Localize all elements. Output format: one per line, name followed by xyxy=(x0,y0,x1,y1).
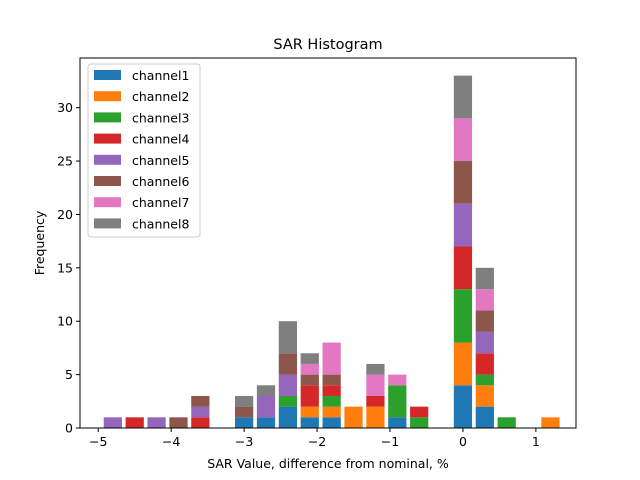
y-tick-label: 30 xyxy=(57,100,73,115)
bar-channel6-3 xyxy=(169,417,188,428)
bar-channel4-1 xyxy=(125,417,144,428)
bar-channel3-16 xyxy=(475,374,494,386)
bar-channel8-15 xyxy=(453,75,473,119)
bar-channel4-15 xyxy=(453,246,473,290)
legend-label-channel7: channel7 xyxy=(132,195,189,210)
bar-channel3-13 xyxy=(410,417,429,428)
legend-swatch-channel5 xyxy=(94,154,121,165)
y-tick-label: 20 xyxy=(57,207,73,222)
y-axis-ticks: 0 5 10 15 20 25 30 xyxy=(57,100,80,436)
bar-channel2-15 xyxy=(453,342,473,386)
bar-channel4-16 xyxy=(475,353,494,375)
legend-label-channel6: channel6 xyxy=(132,174,189,189)
bar-channel6-16 xyxy=(475,310,494,332)
bar-channel5-7 xyxy=(278,374,297,396)
bar-channel1-6 xyxy=(256,417,276,428)
bar-channel6-7 xyxy=(278,353,297,375)
bar-channel1-16 xyxy=(475,406,494,428)
bar-channel8-6 xyxy=(256,385,276,396)
bar-channel3-17 xyxy=(497,417,516,428)
bar-channel3-7 xyxy=(278,395,297,407)
bar-channel5-2 xyxy=(147,417,166,428)
bar-channel2-8 xyxy=(300,406,319,418)
bar-channel7-9 xyxy=(322,342,341,375)
x-axis-label: SAR Value, difference from nominal, % xyxy=(207,456,449,471)
bar-channel4-8 xyxy=(300,385,319,407)
y-tick-label: 15 xyxy=(57,260,73,275)
bar-channel8-5 xyxy=(235,395,254,407)
x-tick-label: −1 xyxy=(381,434,399,449)
x-tick-label: −2 xyxy=(308,434,326,449)
bar-channel7-12 xyxy=(388,374,407,386)
legend-swatch-channel2 xyxy=(94,91,121,102)
bar-channel1-15 xyxy=(453,385,473,428)
legend-swatch-channel3 xyxy=(94,112,121,123)
bar-channel7-8 xyxy=(300,363,319,375)
bar-channel8-7 xyxy=(278,321,297,354)
bar-channel4-13 xyxy=(410,406,429,418)
legend-box xyxy=(87,63,201,238)
bar-channel1-8 xyxy=(300,417,319,428)
bar-channel5-0 xyxy=(103,417,122,428)
bar-channel6-8 xyxy=(300,374,319,386)
bar-channel5-4 xyxy=(191,406,210,418)
legend-swatch-channel8 xyxy=(94,218,121,229)
bar-channel3-9 xyxy=(322,395,341,407)
bar-channel7-11 xyxy=(366,374,385,396)
legend-swatch-channel1 xyxy=(94,70,121,80)
x-tick-label: 1 xyxy=(532,434,540,449)
legend-swatch-channel7 xyxy=(94,197,121,208)
legend-label-channel2: channel2 xyxy=(132,89,189,104)
bar-channel7-15 xyxy=(453,118,473,162)
legend: channel1 channel2 channel3 channel4 channel5… xyxy=(87,63,201,238)
bar-channel2-18 xyxy=(541,417,560,428)
bar-channel1-12 xyxy=(388,417,407,428)
bar-channel2-16 xyxy=(475,385,494,407)
bar-channel3-12 xyxy=(388,385,407,418)
x-tick-label: −5 xyxy=(89,434,107,449)
bar-group xyxy=(103,75,560,428)
legend-label-channel4: channel4 xyxy=(132,132,189,147)
chart-title: SAR Histogram xyxy=(273,37,382,53)
bar-channel8-11 xyxy=(366,363,385,375)
bar-channel2-11 xyxy=(366,406,385,428)
plot-frame xyxy=(79,57,577,429)
bar-channel4-9 xyxy=(322,385,341,396)
y-tick-label: 25 xyxy=(57,154,73,169)
bar-channel5-15 xyxy=(453,203,473,247)
bar-channel2-9 xyxy=(322,406,341,418)
bar-channel4-4 xyxy=(191,417,210,428)
legend-label-channel3: channel3 xyxy=(132,110,189,125)
bar-channel1-7 xyxy=(278,406,297,428)
x-tick-label: 0 xyxy=(459,434,467,449)
bar-channel1-5 xyxy=(235,417,254,428)
y-tick-label: 0 xyxy=(65,421,73,436)
bar-channel6-9 xyxy=(322,374,341,386)
bar-channel8-16 xyxy=(475,267,494,290)
legend-label-channel8: channel8 xyxy=(132,216,189,231)
bar-channel1-9 xyxy=(322,417,341,428)
bar-channel6-5 xyxy=(235,406,254,418)
y-tick-label: 5 xyxy=(65,367,73,382)
legend-swatch-channel4 xyxy=(94,133,121,144)
bar-channel3-15 xyxy=(453,289,473,343)
bar-channel6-15 xyxy=(453,161,473,204)
bar-channel4-11 xyxy=(366,395,385,407)
bar-channel7-16 xyxy=(475,289,494,311)
x-axis-ticks: −5 −4 −3 −2 −1 0 1 xyxy=(89,428,540,449)
y-tick-label: 10 xyxy=(57,314,73,329)
bar-channel6-4 xyxy=(191,395,210,407)
legend-label-channel1: channel1 xyxy=(132,68,189,83)
x-tick-label: −3 xyxy=(235,434,253,449)
y-axis-label: Frequency xyxy=(32,210,47,275)
legend-swatch-channel6 xyxy=(94,176,121,186)
bar-channel8-8 xyxy=(300,353,319,364)
x-tick-label: −4 xyxy=(162,434,180,449)
bar-channel5-6 xyxy=(256,395,276,418)
bar-channel2-10 xyxy=(344,406,363,428)
bar-channel5-16 xyxy=(475,331,494,354)
legend-label-channel5: channel5 xyxy=(132,153,189,168)
